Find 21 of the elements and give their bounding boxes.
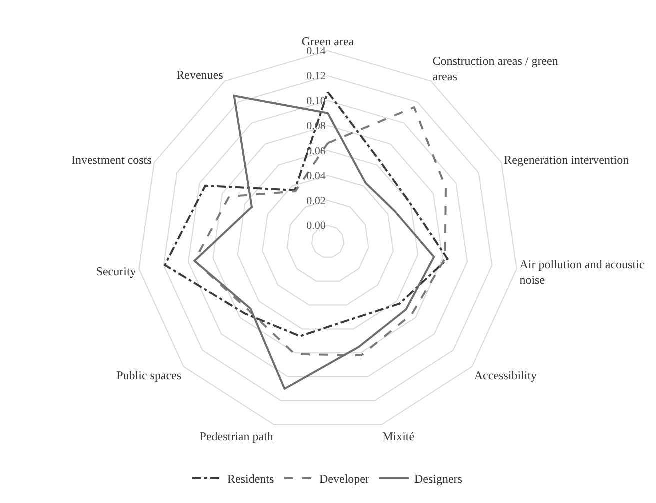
legend-label: Developer [319,472,370,486]
y-tick-label: 0.06 [306,145,326,158]
spoke-label: Accessibility [474,368,538,383]
y-tick-label: 0.02 [306,195,326,208]
spoke-label: Public spaces [116,368,182,383]
y-tick-label: 0.12 [306,70,326,83]
spoke-label: Mixité [382,429,415,444]
y-tick-label: 0.10 [306,95,326,108]
spoke-label: Air pollution and acoustic noise [520,258,645,288]
spoke-label: Construction areas / green areas [432,54,558,84]
legend-label: Residents [228,472,274,486]
spoke-label: Pedestrian path [200,429,274,444]
legend-label: Designers [414,472,463,486]
y-tick-label: 0.00 [306,220,326,232]
spoke-label: Security [96,264,136,278]
spoke-label: Investment costs [71,153,152,168]
y-tick-label: 0.14 [306,46,326,58]
spoke-label: Regeneration intervention [504,153,630,168]
y-tick-label: 0.08 [306,120,326,132]
y-tick-label: 0.04 [306,170,326,182]
spoke-label: Revenues [176,68,224,82]
